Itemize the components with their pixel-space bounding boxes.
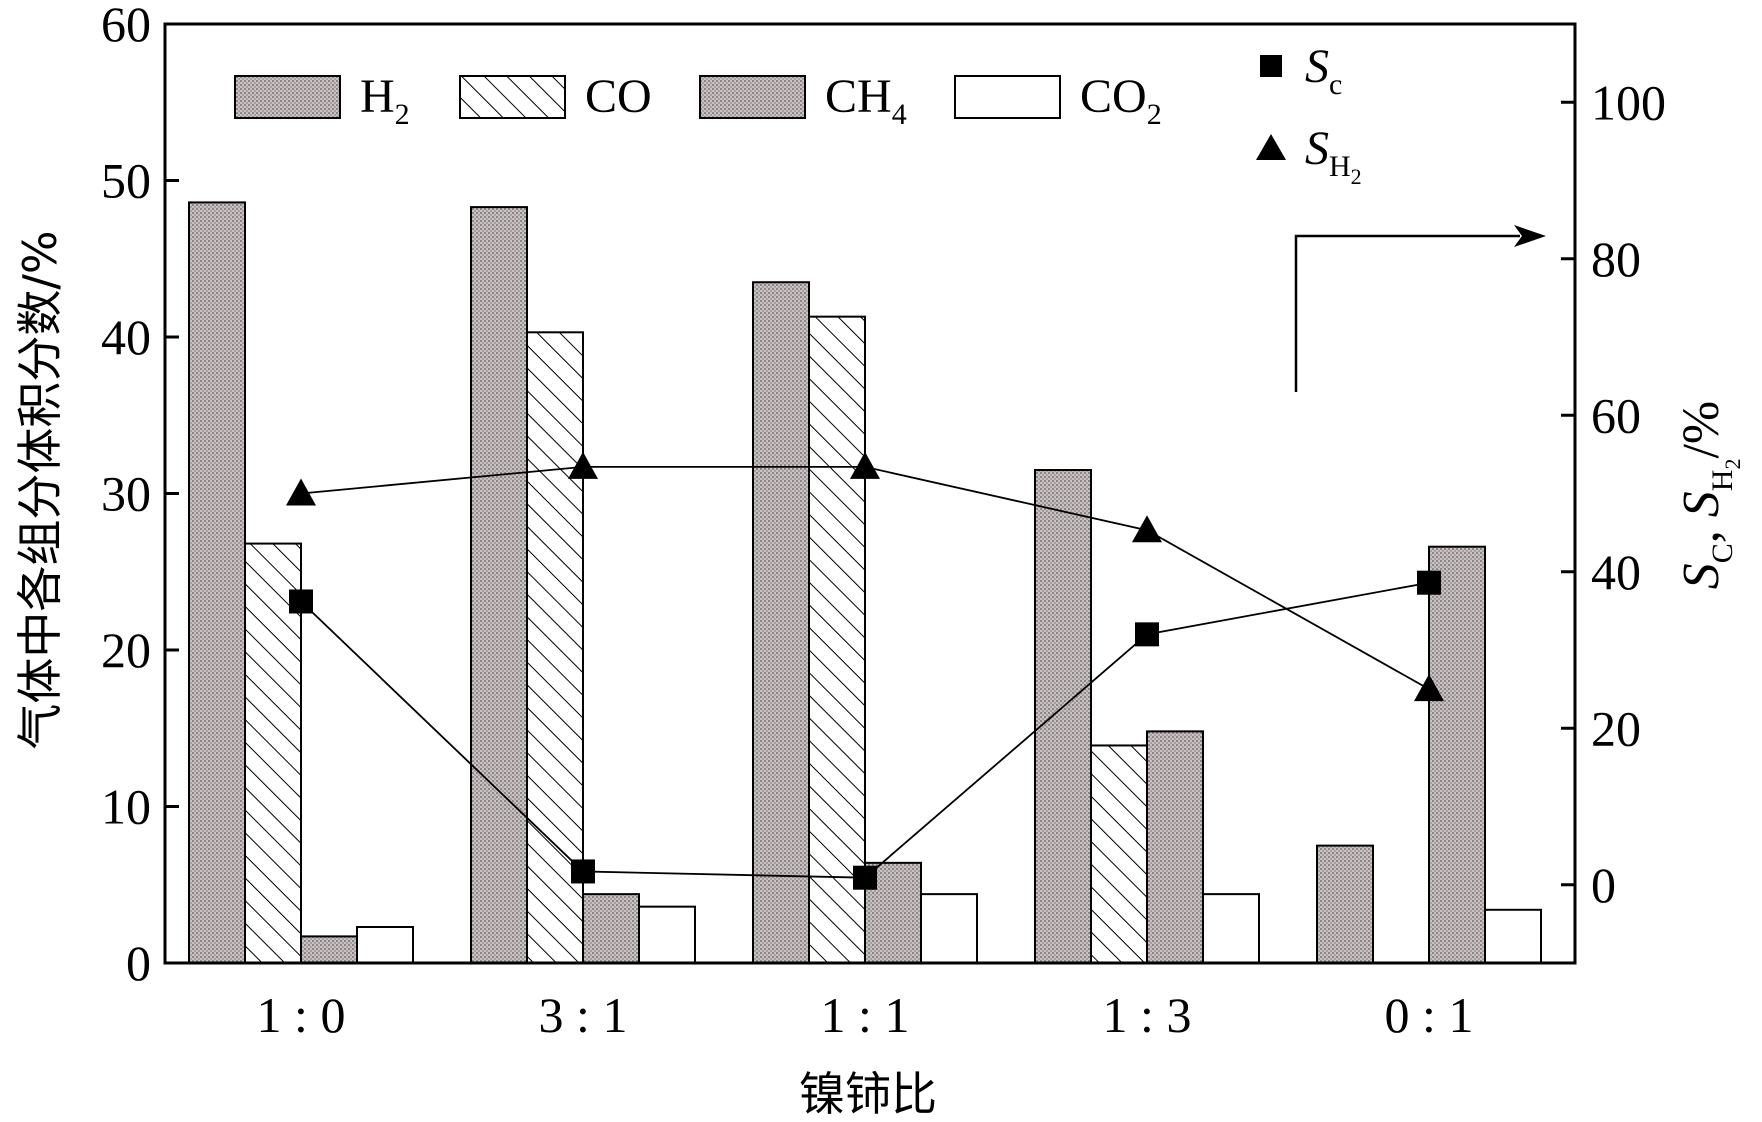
marker-triangle-4 xyxy=(1414,674,1444,702)
x-tick-label: 1 : 0 xyxy=(257,987,346,1043)
bar-ch4-3 xyxy=(1146,730,1204,964)
bar-co2-2 xyxy=(920,893,978,965)
bar-h2-2 xyxy=(752,281,810,965)
bar-co-2 xyxy=(808,315,866,964)
bar-co2-4 xyxy=(1484,908,1542,964)
x-tick-label: 3 : 1 xyxy=(539,987,628,1043)
bar-ch4-1 xyxy=(582,893,640,965)
y2-tick-label: 80 xyxy=(1591,231,1641,287)
x-tick-label: 1 : 3 xyxy=(1103,987,1192,1043)
legend-marker-triangle xyxy=(1256,134,1286,160)
marker-square-3 xyxy=(1135,622,1159,647)
plot-frame xyxy=(163,22,1577,965)
y2-tick-label: 0 xyxy=(1591,857,1616,913)
legend-line-label: SH2 xyxy=(1305,122,1362,189)
legend: H2 CO CH4 CO2 Sc SH2 xyxy=(234,40,1362,189)
bar-co2-3 xyxy=(1202,893,1260,965)
axes-layer: 0 10 20 30 40 50 60 0 20 40 60 80 100 1 : 0 3 : 1 1 : 1… xyxy=(101,0,1666,1043)
y2-axis-title: SC, SH2/% xyxy=(1673,401,1745,589)
bar-h2-0 xyxy=(188,201,246,965)
x-tick-label: 1 : 1 xyxy=(821,987,910,1043)
bar-ch4-4 xyxy=(1428,545,1486,965)
y-tick-label: 0 xyxy=(126,935,151,991)
y2-tick-label: 20 xyxy=(1591,700,1641,756)
y-tick-label: 20 xyxy=(101,622,151,678)
y-tick-label: 10 xyxy=(101,779,151,835)
legend-line-label: Sc xyxy=(1305,40,1342,101)
legend-label: CO xyxy=(585,70,652,123)
y-tick-label: 60 xyxy=(101,0,151,52)
marker-square-4 xyxy=(1417,570,1441,595)
y-tick-label: 40 xyxy=(101,309,151,365)
bar-co-3 xyxy=(1090,744,1148,965)
marker-triangle-1 xyxy=(568,451,598,479)
lines-layer xyxy=(286,451,1444,890)
bar-h2-4 xyxy=(1316,844,1374,964)
bar-h2-1 xyxy=(470,206,528,965)
legend-swatch xyxy=(234,75,341,119)
y-tick-label: 50 xyxy=(101,153,151,209)
bar-co-1 xyxy=(526,331,584,964)
marker-square-0 xyxy=(289,589,313,614)
legend-marker-square xyxy=(1260,55,1282,77)
y-axis-title: 气体中各组分体积分数/% xyxy=(13,230,67,749)
annotation-arrow xyxy=(1294,225,1546,392)
bar-h2-3 xyxy=(1034,469,1092,964)
x-axis-title: 镍铈比 xyxy=(799,1067,937,1121)
legend-label: CO2 xyxy=(1080,70,1162,131)
y2-tick-label: 60 xyxy=(1591,387,1641,443)
legend-swatch xyxy=(699,75,806,119)
marker-triangle-3 xyxy=(1132,515,1162,543)
legend-swatch xyxy=(459,75,566,119)
bars-layer xyxy=(188,201,1542,965)
bar-ch4-0 xyxy=(300,935,358,965)
bar-co2-0 xyxy=(356,926,414,965)
marker-triangle-0 xyxy=(286,478,316,506)
y2-tick-label: 40 xyxy=(1591,544,1641,600)
x-tick-label: 0 : 1 xyxy=(1385,987,1474,1043)
legend-label: H2 xyxy=(360,70,410,131)
y-tick-label: 30 xyxy=(101,466,151,522)
y2-tick-label: 100 xyxy=(1591,74,1666,130)
bar-co2-1 xyxy=(638,905,696,964)
marker-triangle-2 xyxy=(850,451,880,479)
marker-square-1 xyxy=(571,859,595,884)
marker-square-2 xyxy=(853,865,877,890)
legend-label: CH4 xyxy=(825,70,907,131)
legend-swatch xyxy=(954,75,1061,119)
